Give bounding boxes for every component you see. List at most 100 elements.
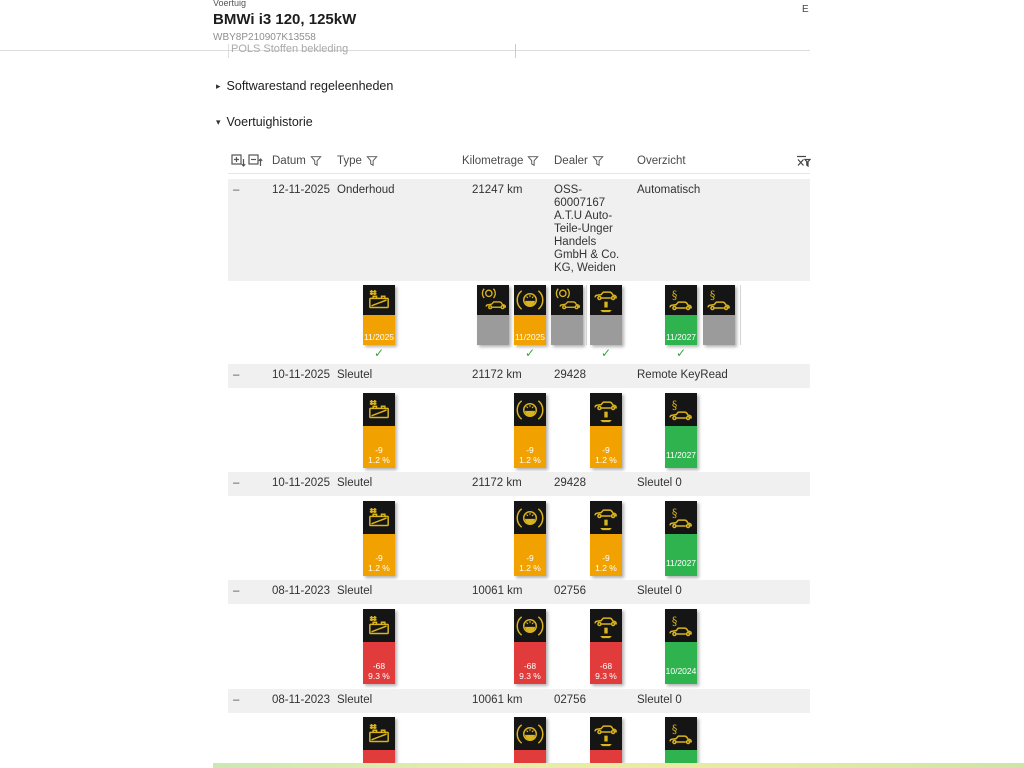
- brake-warning-icon: [515, 721, 545, 747]
- row-collapse-toggle[interactable]: –: [233, 585, 240, 597]
- column-header-overzicht: Overzicht: [637, 155, 686, 167]
- battery-icon: [364, 397, 394, 423]
- bottom-progress-bar: [213, 763, 1024, 768]
- cell-datum: 08-11-2023: [272, 585, 330, 597]
- cell-type: Sleutel: [337, 477, 373, 489]
- status-cell-battery: 11/2025: [363, 285, 395, 345]
- cell-datum: 10-11-2025: [272, 477, 330, 489]
- status-cell-brake: -68 9.3 %: [514, 609, 546, 684]
- table-row[interactable]: – 12-11-2025 Onderhoud 21247 km OSS-6000…: [228, 179, 810, 281]
- cell-kilometrage: 21172 km: [472, 369, 522, 381]
- section-softwarestand[interactable]: ▸ Softwarestand regeleenheden: [216, 79, 393, 93]
- check-icon: ✓: [524, 346, 536, 360]
- status-cell-legal: 11/2027: [665, 285, 697, 345]
- cell-overzicht: Sleutel 0: [637, 694, 682, 706]
- car-lift-icon: [591, 613, 621, 639]
- filter-funnel-icon[interactable]: [592, 155, 604, 167]
- chevron-right-icon: ▸: [216, 81, 221, 91]
- vehicle-title: BMWi i3 120, 125kW: [213, 11, 357, 28]
- column-header-kilometrage: Kilometrage: [462, 155, 539, 167]
- cell-overzicht: Automatisch: [637, 184, 701, 196]
- brake-warning-icon: [515, 397, 545, 423]
- status-cell-car-lift: -9 1.2 %: [590, 393, 622, 468]
- cell-datum: 12-11-2025: [272, 184, 330, 196]
- battery-icon: [364, 721, 394, 747]
- cell-kilometrage: 10061 km: [472, 585, 523, 597]
- cell-overzicht: Sleutel 0: [637, 477, 682, 489]
- status-cell-legal: 11/2027: [665, 393, 697, 468]
- page-eyebrow: Voertuig: [213, 0, 247, 8]
- clear-filter-icon[interactable]: [795, 154, 811, 169]
- cell-dealer: 02756: [554, 585, 586, 597]
- row-collapse-toggle[interactable]: –: [233, 477, 240, 489]
- cell-dealer: 29428: [554, 477, 586, 489]
- table-row[interactable]: – 10-11-2025 Sleutel 21172 km 29428 Sleu…: [228, 472, 810, 496]
- brake-fluid-car-icon: [478, 287, 508, 313]
- status-cell-brake-fluid: [477, 285, 509, 345]
- row-collapse-toggle[interactable]: –: [233, 694, 240, 706]
- vehicle-vin: WBY8P210907K13558: [213, 32, 316, 43]
- cell-kilometrage: 21172 km: [472, 477, 522, 489]
- status-cell-legal: 11/2027: [665, 501, 697, 576]
- legal-car-icon: [704, 287, 734, 313]
- expand-all-icon[interactable]: [231, 154, 246, 169]
- status-cell-brake: [514, 717, 546, 763]
- status-cell-battery: [363, 717, 395, 763]
- cell-dealer: 02756: [554, 694, 586, 706]
- car-lift-icon: [591, 721, 621, 747]
- status-date: 11/2027: [665, 331, 697, 342]
- filter-funnel-icon[interactable]: [366, 155, 378, 167]
- section-label: Voertuighistorie: [226, 115, 313, 129]
- car-lift-icon: [591, 505, 621, 531]
- clipped-row-divider: [515, 44, 516, 58]
- status-cell-legal: [665, 717, 697, 763]
- strip-divider: [586, 285, 587, 345]
- battery-icon: [364, 505, 394, 531]
- status-cell-legal: [703, 285, 735, 345]
- cell-datum: 08-11-2023: [272, 694, 330, 706]
- collapse-all-icon[interactable]: [248, 154, 263, 169]
- status-cell-car-lift: [590, 285, 622, 345]
- status-cell-brake: 11/2025: [514, 285, 546, 345]
- cell-kilometrage: 21247 km: [472, 184, 523, 196]
- history-table-header: Datum Type Kilometrage Dealer Overzicht: [228, 151, 811, 174]
- battery-icon: [364, 613, 394, 639]
- chevron-down-icon: ▾: [216, 117, 221, 127]
- row-collapse-toggle[interactable]: –: [233, 369, 240, 381]
- legal-car-icon: [666, 287, 696, 313]
- clipped-row-label: POLS Stoffen bekleding: [231, 43, 349, 55]
- check-icon: ✓: [675, 346, 687, 360]
- check-icon: ✓: [373, 346, 385, 360]
- brake-warning-icon: [515, 613, 545, 639]
- status-cell-car-lift: [590, 717, 622, 763]
- status-cell-car-lift: -9 1.2 %: [590, 501, 622, 576]
- status-cell-battery: -9 1.2 %: [363, 501, 395, 576]
- table-row[interactable]: – 08-11-2023 Sleutel 10061 km 02756 Sleu…: [228, 580, 810, 604]
- cell-type: Onderhoud: [337, 184, 395, 196]
- status-cell-battery: -9 1.2 %: [363, 393, 395, 468]
- cell-type: Sleutel: [337, 585, 373, 597]
- row-collapse-toggle[interactable]: –: [233, 184, 240, 196]
- table-row[interactable]: – 08-11-2023 Sleutel 10061 km 02756 Sleu…: [228, 689, 810, 713]
- table-row[interactable]: – 10-11-2025 Sleutel 21172 km 29428 Remo…: [228, 364, 810, 388]
- corner-icon[interactable]: E: [802, 4, 809, 15]
- header-divider: [0, 50, 810, 51]
- cell-dealer: 29428: [554, 369, 586, 381]
- cell-overzicht: Remote KeyRead: [637, 369, 728, 381]
- brake-warning-icon: [515, 287, 545, 313]
- battery-icon: [364, 287, 394, 313]
- cell-type: Sleutel: [337, 694, 373, 706]
- filter-funnel-icon[interactable]: [310, 155, 322, 167]
- status-cell-car-lift: -68 9.3 %: [590, 609, 622, 684]
- car-lift-icon: [591, 287, 621, 313]
- status-cell-brake: -9 1.2 %: [514, 501, 546, 576]
- clipped-row-left-divider: [228, 44, 229, 58]
- car-lift-icon: [591, 397, 621, 423]
- legal-car-icon: [666, 721, 696, 747]
- strip-divider: [740, 285, 741, 345]
- brake-fluid-car-icon: [552, 287, 582, 313]
- column-header-dealer: Dealer: [554, 155, 604, 167]
- section-voertuighistorie[interactable]: ▾ Voertuighistorie: [216, 115, 313, 129]
- filter-funnel-icon[interactable]: [527, 155, 539, 167]
- column-header-datum: Datum: [272, 155, 322, 167]
